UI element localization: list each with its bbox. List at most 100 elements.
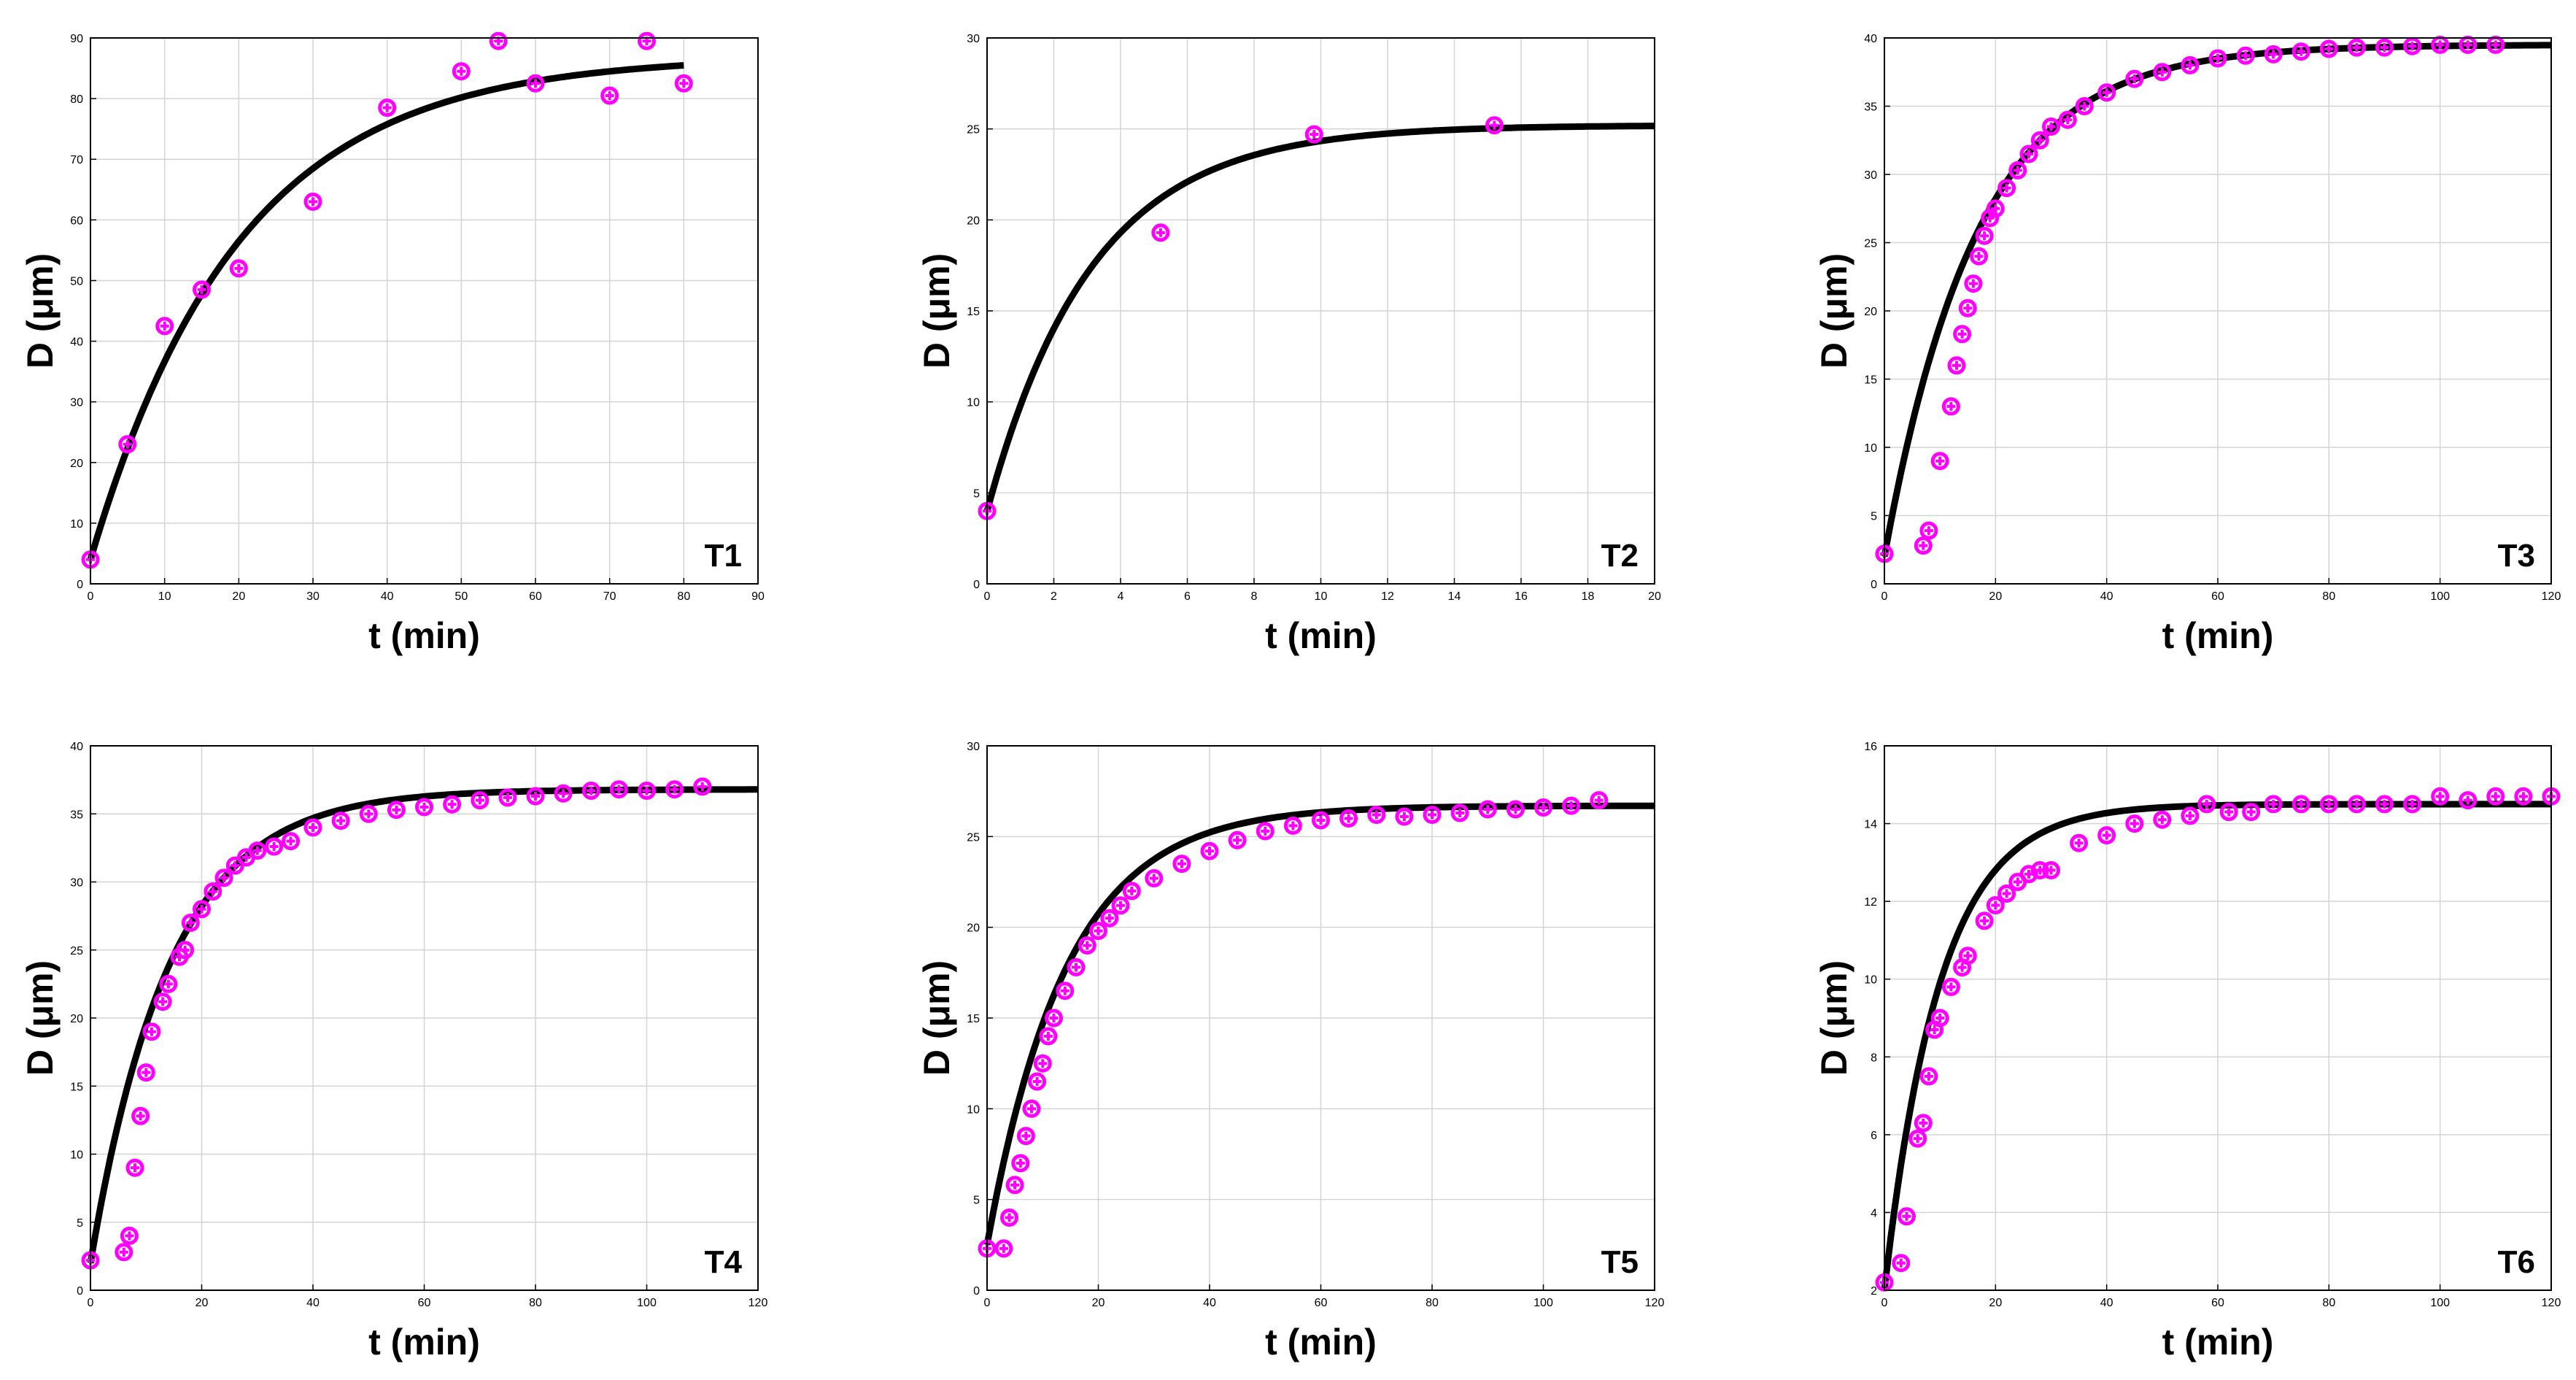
panel-tag: T4 bbox=[705, 1244, 743, 1280]
data-point bbox=[2347, 38, 2366, 57]
y-axis-label: D (μm) bbox=[20, 960, 61, 1076]
x-tick-label: 10 bbox=[158, 590, 171, 603]
x-tick-label: 60 bbox=[1315, 1297, 1328, 1309]
data-point bbox=[120, 1226, 139, 1245]
y-tick-label: 15 bbox=[967, 1013, 980, 1025]
y-tick-label: 16 bbox=[1864, 741, 1877, 753]
data-point bbox=[2075, 97, 2094, 115]
data-point bbox=[1100, 909, 1119, 928]
data-point bbox=[1986, 896, 2005, 914]
data-point bbox=[2403, 36, 2422, 55]
y-tick-label: 35 bbox=[70, 809, 83, 821]
y-tick-label: 70 bbox=[70, 154, 83, 166]
x-tick-label: 60 bbox=[2211, 590, 2224, 603]
data-point bbox=[415, 798, 433, 817]
data-point bbox=[204, 882, 223, 901]
data-point bbox=[1919, 1067, 1938, 1086]
data-point bbox=[2347, 795, 2366, 814]
data-point bbox=[1022, 1099, 1041, 1118]
x-tick-label: 50 bbox=[455, 590, 468, 603]
x-tick-label: 0 bbox=[984, 590, 991, 603]
x-tick-label: 120 bbox=[749, 1297, 768, 1309]
data-point bbox=[1986, 199, 2005, 218]
x-tick-label: 80 bbox=[2322, 590, 2335, 603]
data-point bbox=[1534, 798, 1552, 817]
y-tick-label: 30 bbox=[967, 741, 980, 753]
y-tick-label: 30 bbox=[70, 397, 83, 409]
panel-tag: T3 bbox=[2498, 538, 2535, 574]
y-tick-label: 0 bbox=[973, 579, 980, 591]
data-point bbox=[2319, 795, 2338, 814]
x-tick-label: 18 bbox=[1582, 590, 1595, 603]
x-tick-label: 0 bbox=[1881, 590, 1888, 603]
data-point bbox=[303, 192, 322, 211]
x-tick-label: 14 bbox=[1448, 590, 1461, 603]
panel-t2: 0 2 4 6 8 10 12 14 16 18 20 0 5 10 15 20 25 30 t (min) D (μ… bbox=[916, 33, 1661, 656]
data-point bbox=[1312, 811, 1330, 830]
x-axis-label: t (min) bbox=[1265, 615, 1377, 656]
y-tick-label: 20 bbox=[967, 215, 980, 227]
y-tick-label: 6 bbox=[1871, 1130, 1877, 1142]
data-point bbox=[193, 280, 211, 299]
data-point bbox=[1078, 936, 1096, 955]
data-point bbox=[1423, 806, 1442, 824]
data-point bbox=[1367, 806, 1386, 824]
data-point bbox=[2030, 131, 2049, 150]
data-point bbox=[2153, 810, 2172, 829]
y-axis-label: D (μm) bbox=[1814, 253, 1854, 369]
data-point bbox=[1011, 1154, 1030, 1173]
y-axis-label: D (μm) bbox=[916, 253, 957, 369]
y-tick-label: 90 bbox=[70, 33, 83, 45]
y-tick-label: 40 bbox=[70, 741, 83, 753]
data-point bbox=[1975, 226, 1994, 245]
data-point bbox=[1145, 869, 1164, 887]
data-point bbox=[674, 74, 693, 93]
x-tick-label: 20 bbox=[232, 590, 245, 603]
data-point bbox=[2070, 833, 2089, 852]
y-tick-label: 0 bbox=[973, 1285, 980, 1298]
y-tick-label: 20 bbox=[70, 458, 83, 470]
panel-t3: 0 20 40 60 80 100 120 0 5 10 15 20 25 30 35 40 t (min) D … bbox=[1814, 33, 2561, 656]
x-tick-label: 12 bbox=[1381, 590, 1394, 603]
data-point bbox=[443, 795, 462, 814]
data-point bbox=[331, 812, 350, 830]
panel-tag: T2 bbox=[1601, 538, 1639, 574]
data-point bbox=[2097, 826, 2116, 845]
data-point bbox=[2197, 795, 2216, 814]
x-tick-label: 10 bbox=[1315, 590, 1328, 603]
x-tick-label: 40 bbox=[2100, 590, 2113, 603]
data-point bbox=[1111, 896, 1130, 915]
y-tick-label: 12 bbox=[1864, 896, 1877, 909]
data-point bbox=[581, 782, 600, 800]
panel-tag: T5 bbox=[1601, 1244, 1639, 1280]
x-tick-label: 90 bbox=[751, 590, 765, 603]
y-tick-label: 30 bbox=[967, 33, 980, 45]
data-point bbox=[2375, 795, 2394, 814]
data-point bbox=[1898, 1207, 1916, 1226]
data-point bbox=[638, 782, 656, 800]
data-point bbox=[2459, 791, 2478, 810]
x-tick-label: 120 bbox=[2542, 590, 2561, 603]
data-point bbox=[1067, 957, 1086, 976]
data-point bbox=[2486, 787, 2505, 806]
data-point bbox=[1914, 1114, 1933, 1133]
x-tick-label: 120 bbox=[1645, 1297, 1665, 1309]
data-point bbox=[489, 31, 508, 50]
y-tick-label: 10 bbox=[70, 518, 83, 531]
y-tick-label: 20 bbox=[70, 1013, 83, 1025]
y-tick-label: 5 bbox=[973, 487, 980, 500]
x-tick-label: 40 bbox=[1203, 1297, 1216, 1309]
data-point bbox=[1478, 800, 1497, 819]
data-point bbox=[1947, 356, 1966, 375]
data-point bbox=[1028, 1072, 1047, 1091]
data-point bbox=[2291, 795, 2310, 814]
y-tick-label: 5 bbox=[77, 1217, 83, 1230]
data-point bbox=[1562, 796, 1581, 815]
panel-t6: 0 20 40 60 80 100 120 2 4 6 8 10 12 14 16 t (min) D (μm)… bbox=[1814, 741, 2561, 1362]
y-tick-label: 25 bbox=[967, 124, 980, 136]
data-point bbox=[526, 74, 545, 93]
panel-t5: 0 20 40 60 80 100 120 0 5 10 15 20 25 30 t (min) D (μm)… bbox=[916, 741, 1664, 1362]
data-point bbox=[136, 1063, 155, 1082]
data-point bbox=[1016, 1127, 1035, 1146]
